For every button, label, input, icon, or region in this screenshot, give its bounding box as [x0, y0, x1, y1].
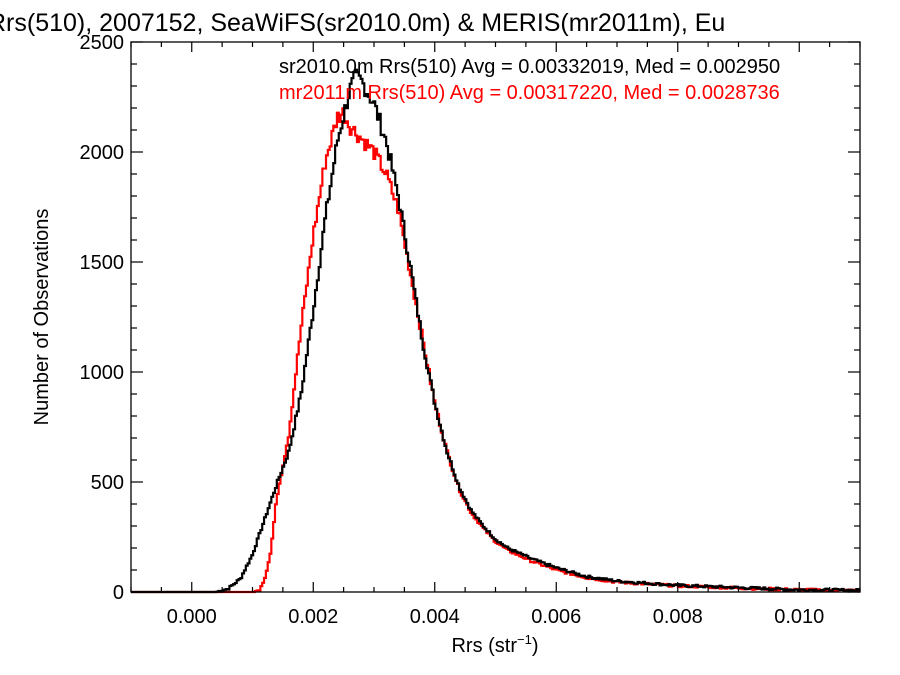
x-axis-label-sup: −1	[517, 632, 532, 647]
x-tick-label: 0.006	[531, 606, 581, 628]
y-tick-label: 2500	[80, 32, 125, 54]
x-axis-label-end: )	[532, 635, 539, 657]
series-annotation-mr2011m: mr2011m Rrs(510) Avg = 0.00317220, Med =…	[279, 82, 780, 104]
x-tick-label: 0.010	[774, 606, 824, 628]
x-axis-label-main: Rrs (str	[451, 635, 517, 657]
x-axis-ticks: 0.000 0.002 0.004 0.006 0.008 0.010	[130, 42, 861, 628]
series-annotation-sr2010-0m: sr2010.0m Rrs(510) Avg = 0.00332019, Med…	[279, 56, 780, 78]
x-tick-label: 0.000	[167, 606, 217, 628]
y-axis-label: Number of Observations	[31, 209, 53, 426]
series-line-sr2010-0m	[131, 68, 860, 594]
x-tick-label: 0.002	[288, 606, 338, 628]
chart-title: Rrs(510), 2007152, SeaWiFS(sr2010.0m) & …	[0, 9, 725, 37]
series-line-mr2011m	[131, 107, 860, 594]
x-tick-label: 0.004	[410, 606, 460, 628]
y-tick-label: 1500	[80, 252, 125, 274]
series-lines	[131, 68, 860, 594]
x-tick-label: 0.008	[653, 606, 703, 628]
y-tick-label: 1000	[80, 362, 125, 384]
y-tick-label: 500	[91, 472, 124, 494]
x-axis-label: Rrs (str−1)	[451, 632, 538, 657]
y-tick-label: 0	[113, 582, 124, 604]
plot-frame	[130, 41, 861, 593]
y-axis-ticks: 0 500 1000 1500 2000 2500	[80, 32, 860, 604]
y-tick-label: 2000	[80, 142, 125, 164]
